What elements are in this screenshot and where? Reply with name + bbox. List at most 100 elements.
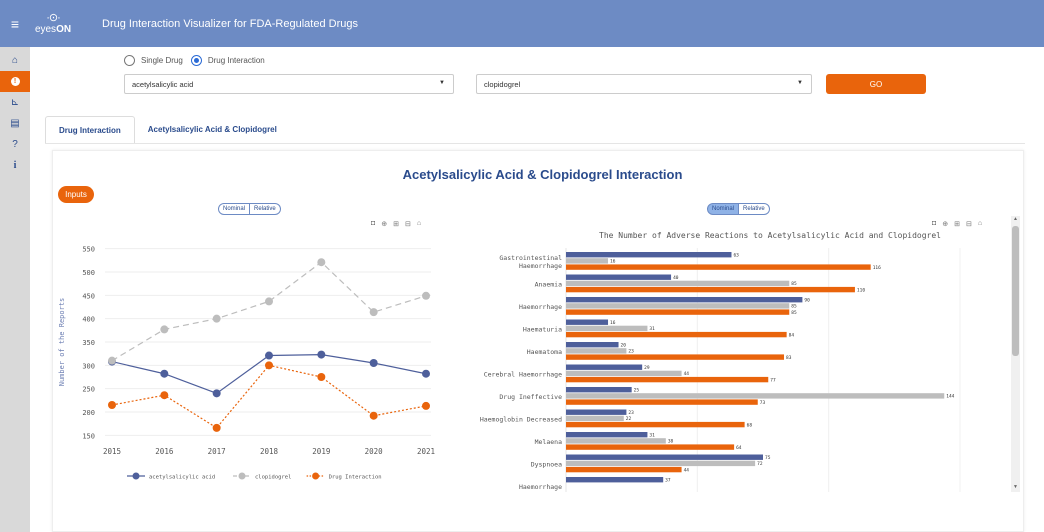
go-button[interactable]: GO — [826, 74, 926, 94]
data-point — [160, 369, 169, 378]
bar — [566, 460, 756, 467]
home-reset-icon[interactable]: ⌂ — [977, 220, 983, 227]
bar-value-label: 85 — [791, 310, 797, 316]
radio-single-drug[interactable] — [124, 55, 135, 66]
logo[interactable]: ·⊙· eyesON — [30, 12, 76, 36]
sidebar-item-about[interactable]: i — [0, 155, 30, 176]
bar — [566, 364, 643, 370]
line-chart: 150 200 250 300 350 400 450 500 550 2015 2016 2017 2… — [58, 246, 435, 481]
x-tick-label: 2019 — [312, 447, 330, 456]
y-tick-label: 250 — [82, 386, 95, 394]
category-label: Dyspnoea — [531, 461, 562, 469]
data-point — [265, 297, 273, 306]
right-chart-title: The Number of Adverse Reactions to Acety… — [599, 231, 941, 240]
sidebar-item-chart[interactable]: ⊾ — [0, 92, 30, 113]
x-tick-label: 2020 — [365, 447, 384, 456]
sidebar-item-document[interactable]: ▤ — [0, 113, 30, 134]
drug2-select[interactable]: clopidogrel ▼ — [476, 74, 812, 94]
bar — [566, 348, 627, 354]
toggle-nominal-right[interactable]: Nominal — [707, 203, 740, 215]
camera-icon[interactable]: ◘ — [932, 220, 937, 227]
home-reset-icon[interactable]: ⌂ — [416, 220, 422, 227]
bar — [566, 444, 735, 450]
tab-acetylsalicylic-clopidogrel[interactable]: Acetylsalicylic Acid & Clopidogrel — [147, 125, 277, 134]
legend-label: clopidogrel — [255, 475, 291, 481]
bar-value-label: 22 — [626, 416, 632, 422]
tab-drug-interaction[interactable]: Drug Interaction — [45, 116, 135, 144]
data-point — [422, 401, 430, 410]
radio-drug-interaction[interactable] — [190, 55, 202, 66]
sidebar-item-help[interactable]: ? — [0, 134, 30, 155]
bar-value-label: 40 — [673, 275, 679, 281]
category-label: Gastrointestinal — [499, 254, 562, 262]
chart-scrollbar[interactable]: ▲ ▼ — [1011, 216, 1020, 492]
mode-radio-group: Single Drug Drug Interaction — [124, 55, 273, 66]
x-tick-label: 2016 — [155, 447, 174, 456]
camera-icon[interactable]: ◘ — [371, 220, 376, 227]
bar — [566, 286, 855, 293]
info-icon: i — [13, 160, 17, 171]
bar — [566, 415, 624, 422]
legend-marker — [132, 472, 140, 480]
bar-value-label: 75 — [765, 455, 771, 461]
toggle-relative-left[interactable]: Relative — [250, 203, 281, 215]
bar-value-label: 68 — [747, 422, 753, 428]
zoom-out-icon[interactable]: ⊟ — [965, 221, 972, 228]
x-tick-label: 2018 — [260, 447, 279, 456]
inputs-button[interactable]: Inputs — [58, 186, 94, 203]
bar-value-label: 84 — [789, 332, 795, 338]
radio-drug-interaction-label[interactable]: Drug Interaction — [207, 56, 265, 65]
series-line — [111, 364, 427, 429]
data-point — [422, 369, 430, 378]
bar — [566, 354, 785, 360]
legend-marker — [238, 472, 246, 480]
right-mode-toggle: Nominal Relative — [707, 203, 770, 215]
data-point — [265, 361, 273, 370]
data-point — [212, 314, 221, 323]
bar — [566, 399, 758, 405]
bar-chart: GastrointestinalHaemorrhage6316116Anaemi… — [480, 248, 961, 492]
bar — [566, 280, 790, 287]
category-label: Haemoglobin Decreased — [480, 416, 562, 424]
zoom-in-icon[interactable]: ⊞ — [393, 221, 399, 228]
sidebar-item-info[interactable]: ! — [0, 71, 30, 92]
bar-value-label: 20 — [621, 343, 627, 349]
data-point — [422, 291, 430, 300]
bar — [566, 432, 648, 438]
bar-value-label: 85 — [791, 304, 797, 310]
toggle-nominal-left[interactable]: Nominal — [218, 203, 251, 215]
scroll-thumb[interactable] — [1012, 226, 1019, 356]
y-tick-label: 550 — [82, 246, 95, 254]
zoom-in-icon[interactable]: ⊞ — [954, 221, 960, 228]
bar-value-label: 23 — [628, 410, 634, 416]
drug1-value: acetylsalicylic acid — [132, 79, 194, 89]
drug1-select[interactable]: acetylsalicylic acid ▼ — [124, 74, 454, 94]
category-label: Cerebral Haemorrhage — [484, 371, 562, 379]
bar-value-label: 64 — [736, 445, 742, 451]
sidebar-item-home[interactable]: ⌂ — [0, 50, 30, 71]
category-label: Drug Ineffective — [499, 393, 562, 401]
category-label: Haemorrhage — [519, 303, 562, 311]
hamburger-icon[interactable]: ≡ — [10, 15, 20, 32]
bar — [566, 303, 790, 309]
bar-value-label: 16 — [610, 259, 616, 265]
radio-single-drug-label[interactable]: Single Drug — [141, 56, 183, 65]
zoom-icon[interactable]: ⊕ — [942, 221, 949, 228]
data-point — [108, 356, 116, 365]
toggle-relative-right[interactable]: Relative — [739, 203, 770, 215]
zoom-icon[interactable]: ⊕ — [381, 221, 388, 228]
bar — [566, 264, 871, 270]
y-tick-label: 300 — [82, 362, 95, 370]
zoom-out-icon[interactable]: ⊟ — [404, 221, 411, 228]
bar — [566, 466, 682, 473]
bar-value-label: 90 — [804, 298, 810, 304]
category-label: Haemorrhage — [519, 483, 562, 491]
scroll-up-icon[interactable]: ▲ — [1013, 216, 1018, 222]
scroll-down-icon[interactable]: ▼ — [1013, 484, 1018, 490]
bar-value-label: 63 — [733, 253, 739, 259]
bar-value-label: 31 — [649, 326, 655, 332]
bar — [566, 331, 787, 338]
logo-text: eyesON — [34, 23, 72, 35]
bar-value-label: 110 — [857, 287, 865, 293]
data-point — [212, 423, 221, 432]
